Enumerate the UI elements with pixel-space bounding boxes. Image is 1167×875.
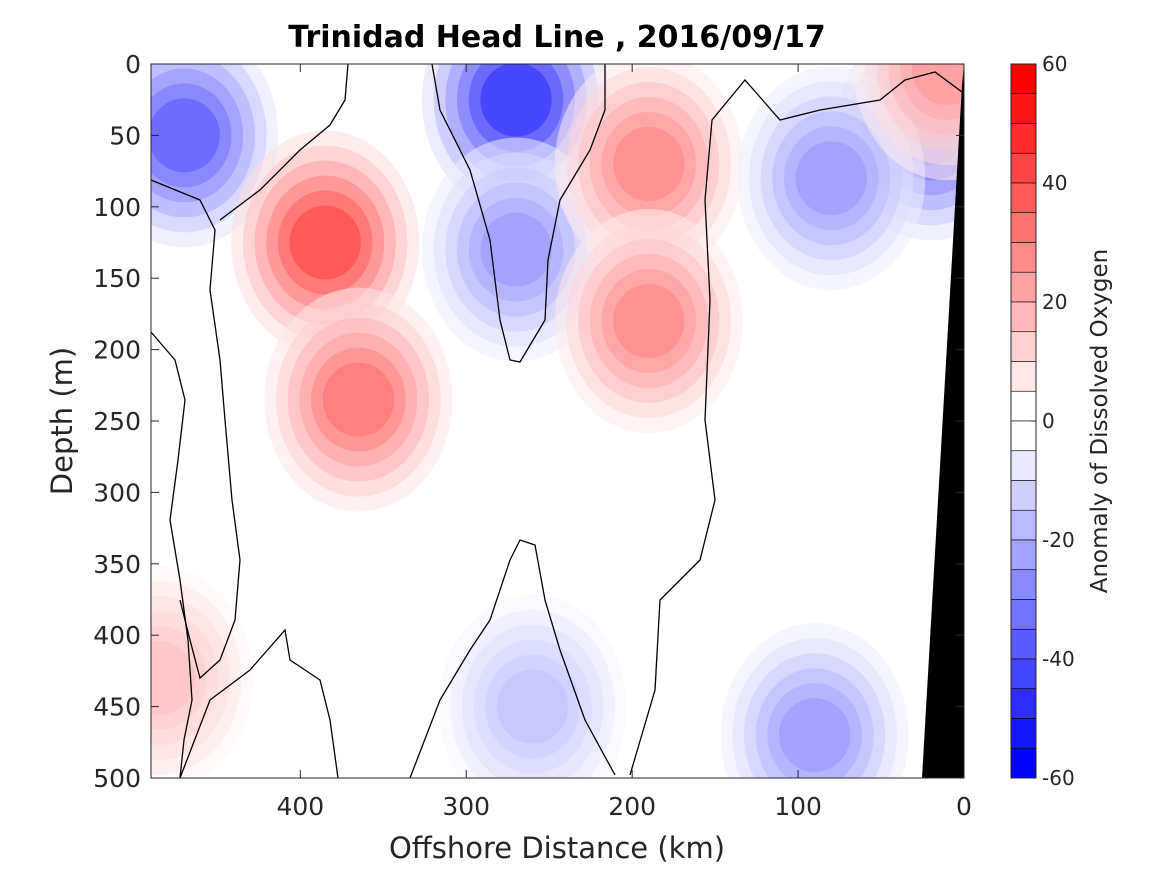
- colorbar-tick-label-60: 60: [1042, 52, 1067, 76]
- colorbar-band-18: [1010, 569, 1037, 600]
- x-tick-label-300: 300: [442, 792, 490, 821]
- y-tick-label-0: 0: [125, 50, 141, 79]
- anomaly-level-5-1: [480, 212, 552, 287]
- colorbar-tick-label--60: -60: [1042, 766, 1075, 790]
- y-tick-label-250: 250: [93, 407, 141, 436]
- colorbar-band-13: [1010, 420, 1037, 452]
- anomaly-level-10-1: [779, 698, 851, 773]
- colorbar-tick-label-0: 0: [1042, 409, 1055, 433]
- y-tick-label-50: 50: [109, 121, 141, 150]
- y-tick-label-400: 400: [93, 621, 141, 650]
- colorbar-band-3: [1010, 123, 1037, 154]
- anomaly-level-13-1: [911, 64, 964, 106]
- y-axis-label: Depth (m): [45, 347, 79, 495]
- colorbar-band-6: [1010, 212, 1037, 243]
- colorbar-band-14: [1010, 450, 1037, 481]
- plot-area: [151, 64, 964, 778]
- y-tick-label-300: 300: [93, 478, 141, 507]
- anomaly-level-11-1: [496, 669, 569, 744]
- x-tick-label-0: 0: [956, 792, 972, 821]
- anomaly-level-6-1: [613, 126, 685, 201]
- x-tick-label-200: 200: [608, 792, 656, 821]
- colorbar-tick-label--20: -20: [1042, 528, 1075, 552]
- colorbar-band-8: [1010, 271, 1037, 303]
- anomaly-level-12-1: [151, 641, 195, 716]
- colorbar-band-21: [1010, 658, 1037, 690]
- zero-contour-east: [629, 71, 963, 776]
- colorbar-band-17: [1010, 539, 1037, 571]
- y-axis: 0 50 100 150 200 250 300 350 400 450 500: [93, 50, 964, 793]
- anomaly-feature-10: [720, 623, 909, 778]
- colorbar: 60 40 20 0 -20 -40 -60: [1010, 52, 1075, 790]
- colorbar-band-15: [1010, 480, 1037, 511]
- zero-contour-lines: [151, 64, 963, 778]
- colorbar-band-11: [1010, 361, 1037, 392]
- anomaly-feature-2: [231, 130, 420, 355]
- colorbar-band-9: [1010, 301, 1037, 333]
- colorbar-band-5: [1010, 182, 1037, 214]
- anomaly-level-3-1: [322, 362, 395, 437]
- colorbar-band-23: [1010, 718, 1037, 749]
- anomaly-level-1-1: [151, 98, 220, 173]
- y-tick-label-500: 500: [93, 764, 141, 793]
- colorbar-band-16: [1010, 509, 1037, 541]
- colorbar-band-24: [1010, 747, 1037, 779]
- colorbar-band-10: [1010, 331, 1037, 362]
- colorbar-band-1: [1010, 63, 1037, 95]
- zero-contour-deep-west: [179, 628, 339, 778]
- bathymetry-mask: [922, 64, 964, 778]
- colorbar-label: Anomaly of Dissolved Oxygen: [1087, 249, 1113, 594]
- y-tick-label-100: 100: [93, 193, 141, 222]
- zero-contour-west-nearshore: [151, 331, 193, 778]
- anomaly-feature-11: [438, 594, 627, 778]
- colorbar-tick-label--40: -40: [1042, 647, 1075, 671]
- x-axis-label: Offshore Distance (km): [389, 831, 725, 865]
- zero-contour-deep-intrusion: [409, 539, 616, 778]
- colorbar-tick-label-40: 40: [1042, 171, 1067, 195]
- anomaly-level-7-1: [613, 284, 685, 359]
- colorbar-band-20: [1010, 628, 1037, 660]
- colorbar-band-22: [1010, 688, 1037, 719]
- x-axis: 400 300 200 100 0: [276, 64, 972, 821]
- y-tick-label-150: 150: [93, 264, 141, 293]
- anomaly-feature-13: [853, 64, 964, 181]
- zero-contour-upper-west: [219, 64, 349, 221]
- colorbar-band-4: [1010, 152, 1037, 184]
- x-tick-label-400: 400: [276, 792, 324, 821]
- anomaly-level-9-1: [795, 141, 867, 216]
- colorbar-band-2: [1010, 93, 1037, 124]
- anomaly-feature-7: [554, 209, 743, 434]
- zero-contour-west-inner: [151, 179, 241, 680]
- chart-title: Trinidad Head Line , 2016/09/17: [288, 20, 825, 55]
- colorbar-band-12: [1010, 390, 1037, 422]
- colorbar-band-7: [1010, 242, 1037, 273]
- zero-contour-central-tongue: [431, 64, 606, 363]
- colorbar-band-19: [1010, 599, 1037, 630]
- colorbar-tick-label-20: 20: [1042, 290, 1067, 314]
- y-tick-label-450: 450: [93, 693, 141, 722]
- x-tick-label-100: 100: [774, 792, 822, 821]
- anomaly-feature-12: [151, 566, 254, 778]
- anomaly-feature-3: [264, 287, 453, 512]
- y-tick-label-350: 350: [93, 550, 141, 579]
- y-tick-label-200: 200: [93, 336, 141, 365]
- anomaly-level-2-1: [289, 205, 361, 280]
- anomaly-level-4-1: [480, 64, 552, 137]
- anomaly-field: [151, 64, 964, 778]
